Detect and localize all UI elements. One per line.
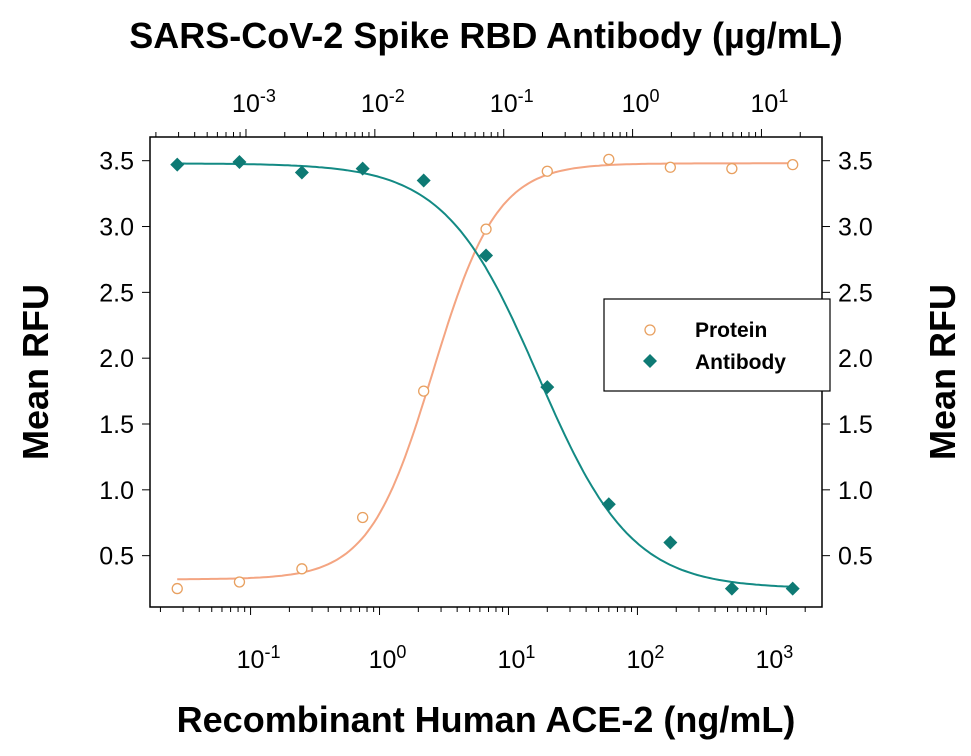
y-right-tick-label: 1.0 <box>838 477 873 505</box>
protein-data-point <box>418 385 430 397</box>
legend-antibody-label: Antibody <box>695 351 786 374</box>
x-axis-title: Recombinant Human ACE-2 (ng/mL) <box>177 699 796 740</box>
y-right-tick-label: 2.0 <box>838 345 873 373</box>
protein-data-point <box>603 153 615 166</box>
top-tick-label: 10-1 <box>490 86 534 118</box>
top-tick-label: 10-3 <box>232 86 276 118</box>
x-tick-label: 103 <box>755 642 793 674</box>
y-left-tick-label: 1.0 <box>99 477 134 505</box>
top-tick-label: 10-2 <box>361 86 405 118</box>
protein-data-point <box>726 162 738 175</box>
antibody-fit-curve <box>177 162 793 588</box>
top-axis-title: SARS-CoV-2 Spike RBD Antibody (µg/mL) <box>129 15 842 56</box>
antibody-data-point <box>416 173 431 188</box>
protein-data-point <box>171 582 183 595</box>
y-right-tick-label: 2.5 <box>838 279 873 307</box>
antibody-data-point <box>785 581 800 596</box>
top-tick-label: 101 <box>751 86 789 118</box>
y-left-tick-label: 3.0 <box>99 214 134 242</box>
y-left-tick-label: 3.5 <box>99 148 134 176</box>
y-right-tick-label: 1.5 <box>838 411 873 439</box>
x-tick-label: 10-1 <box>237 642 281 674</box>
y-left-tick-label: 2.5 <box>99 279 134 307</box>
legend-protein-marker <box>644 324 656 336</box>
antibody-data-point <box>724 581 739 596</box>
x-tick-label: 102 <box>627 642 665 674</box>
protein-data-point <box>480 223 492 235</box>
antibody-data-point <box>479 248 494 263</box>
x-tick-label: 101 <box>498 642 536 674</box>
antibody-data-point <box>601 497 616 512</box>
legend-antibody-marker <box>643 354 657 368</box>
y-right-tick-label: 0.5 <box>838 543 873 571</box>
protein-data-point <box>233 576 246 588</box>
antibody-data-point <box>663 535 678 550</box>
x-tick-label: 100 <box>369 642 407 674</box>
antibody-data-point <box>170 157 185 172</box>
protein-data-point <box>787 158 799 171</box>
y-axis-title-left: Mean RFU <box>15 284 56 460</box>
y-left-tick-label: 1.5 <box>99 411 134 439</box>
y-right-tick-label: 3.0 <box>838 214 873 242</box>
legend-box <box>603 298 831 392</box>
y-left-tick-label: 0.5 <box>99 543 134 571</box>
antibody-data-point <box>540 380 555 395</box>
top-tick-label: 100 <box>622 86 660 118</box>
y-right-tick-label: 3.5 <box>838 148 873 176</box>
protein-data-point <box>357 511 369 524</box>
antibody-data-point <box>355 161 370 176</box>
antibody-data-point <box>232 155 247 170</box>
protein-data-point <box>541 165 553 177</box>
protein-data-point <box>296 563 308 575</box>
y-axis-title-right: Mean RFU <box>922 284 963 460</box>
protein-data-point <box>664 161 676 173</box>
y-left-tick-label: 2.0 <box>99 345 134 373</box>
legend-protein-label: Protein <box>695 319 767 342</box>
legend: Protein Antibody <box>603 298 831 392</box>
antibody-data-point <box>294 165 309 180</box>
